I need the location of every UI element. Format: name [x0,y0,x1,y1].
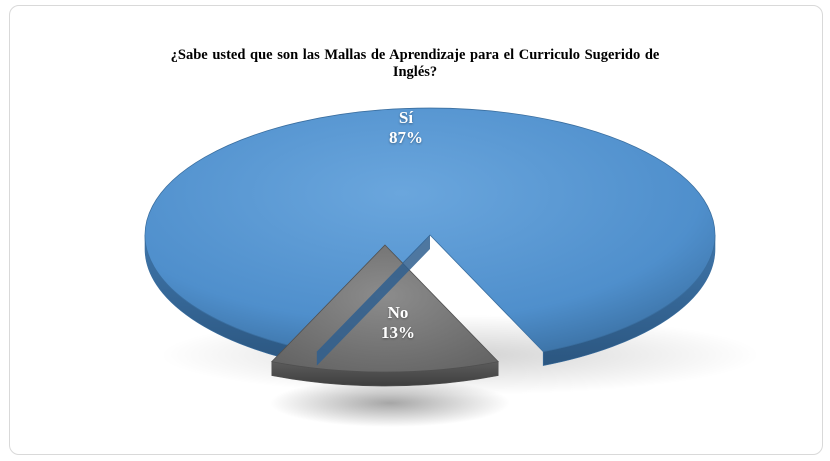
chart-title-line-1: ¿Sabe usted que son las Mallas de Aprend… [170,47,660,63]
slice-category-si: Sí [398,108,414,127]
slice-cut-si [316,235,430,366]
slice-value-si: 87% [389,128,423,147]
slice-si [144,107,716,353]
slice-value-no: 13% [381,323,415,342]
slice-label-no: No 13% [338,303,458,343]
chart-title-line-2: Inglés? [392,64,438,80]
slice-label-si: Sí 87% [346,108,466,148]
slice-category-no: No [387,303,409,322]
